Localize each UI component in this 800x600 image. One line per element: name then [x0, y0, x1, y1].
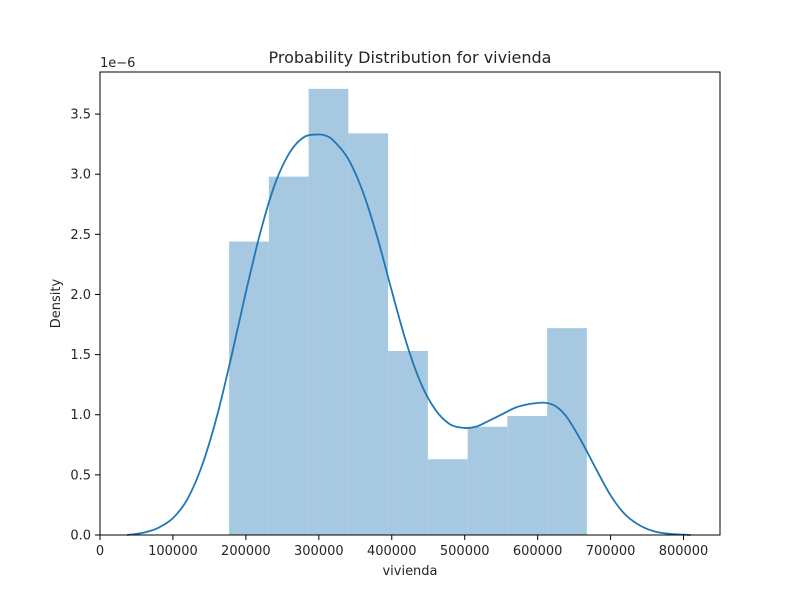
- x-tick-label: 0: [96, 544, 104, 559]
- x-tick-label: 700000: [586, 544, 636, 559]
- y-axis-scale-label: 1e−6: [100, 56, 135, 71]
- histogram-bar: [388, 351, 428, 535]
- histogram-bar: [348, 133, 389, 536]
- y-tick-label: 3.5: [70, 108, 91, 123]
- y-axis-ticks: 0.0 0.5 1.0 1.5 2.0 2.5 3.0 3.5: [70, 108, 100, 544]
- y-tick-label: 1.5: [70, 348, 91, 363]
- y-tick-label: 2.5: [70, 228, 91, 243]
- histogram-bar: [308, 88, 349, 535]
- axes-frame: [99, 71, 721, 536]
- y-tick-label: 3.0: [70, 168, 91, 183]
- x-tick-label: 600000: [513, 544, 563, 559]
- histogram-bar: [268, 176, 309, 535]
- x-axis-label: vivienda: [382, 564, 437, 579]
- chart-title: Probability Distribution for vivienda: [269, 48, 552, 67]
- y-tick-label: 0.0: [70, 529, 91, 544]
- histogram-bar: [547, 328, 587, 535]
- y-axis-label: Density: [49, 278, 64, 328]
- histogram-bars: [229, 88, 587, 536]
- kde-curve: [126, 133, 691, 536]
- histogram-bar: [427, 459, 468, 535]
- y-tick-label: 1.0: [70, 408, 91, 423]
- x-tick-label: 300000: [294, 544, 344, 559]
- x-axis-ticks: 0 100000 200000 300000 400000 500000 600000 700…: [96, 535, 708, 559]
- x-tick-label: 200000: [221, 544, 271, 559]
- histogram-bar: [507, 415, 548, 535]
- x-tick-label: 100000: [148, 544, 198, 559]
- y-tick-label: 0.5: [70, 468, 91, 483]
- y-tick-label: 2.0: [70, 288, 91, 303]
- x-tick-label: 800000: [659, 544, 709, 559]
- histogram-bar: [467, 426, 508, 535]
- x-tick-label: 500000: [440, 544, 490, 559]
- x-tick-label: 400000: [367, 544, 417, 559]
- histogram-bar: [229, 241, 269, 536]
